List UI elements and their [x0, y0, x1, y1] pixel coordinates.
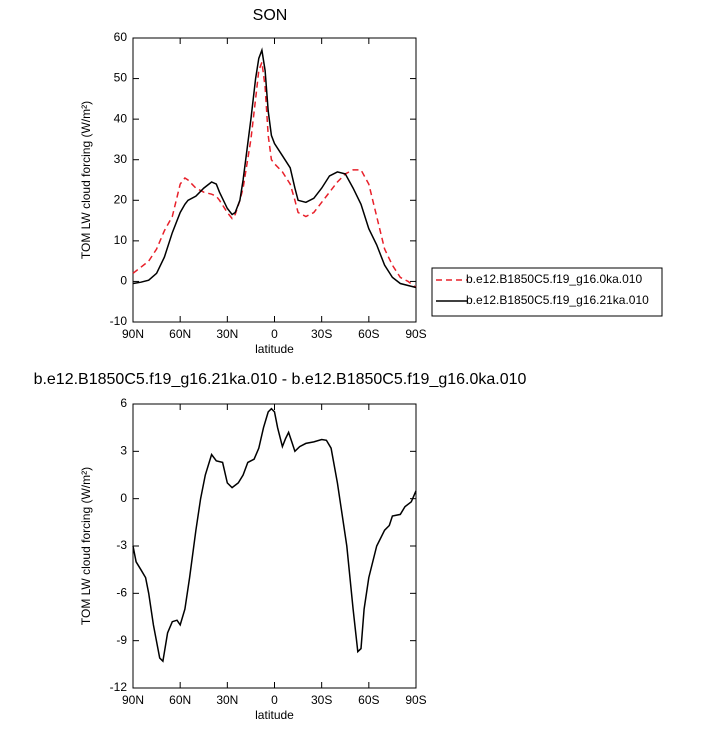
x-tick-label: 0	[271, 327, 278, 341]
chart-title: b.e12.B1850C5.f19_g16.21ka.010 - b.e12.B…	[34, 371, 527, 388]
y-tick-label: -3	[116, 538, 127, 552]
y-tick-label: 6	[120, 396, 127, 410]
y-tick-label: -10	[110, 314, 128, 328]
x-tick-label: 90S	[405, 327, 426, 341]
plot-frame	[132, 37, 417, 323]
x-tick-label: 90N	[122, 693, 144, 707]
x-tick-label: 90N	[122, 327, 144, 341]
x-tick-label: 60S	[358, 327, 379, 341]
data-line	[132, 47, 417, 289]
y-tick-label: 40	[114, 111, 128, 125]
x-tick-label: 0	[271, 693, 278, 707]
x-tick-label: 60N	[169, 693, 191, 707]
legend-label: b.e12.B1850C5.f19_g16.21ka.010	[466, 293, 649, 307]
y-tick-label: 0	[120, 274, 127, 288]
x-axis-label: latitude	[255, 708, 294, 722]
y-tick-label: 20	[114, 192, 128, 206]
y-tick-label: 0	[120, 491, 127, 505]
data-line	[132, 407, 417, 663]
y-tick-label: 3	[120, 444, 127, 458]
y-axis-label: TOM LW cloud forcing (W/m²)	[79, 101, 93, 259]
chart-title: SON	[253, 7, 288, 24]
legend-label: b.e12.B1850C5.f19_g16.0ka.010	[466, 272, 642, 286]
y-tick-label: -9	[116, 633, 127, 647]
y-tick-label: 30	[114, 152, 128, 166]
x-axis-label: latitude	[255, 342, 294, 356]
x-tick-label: 60S	[358, 693, 379, 707]
x-tick-label: 30S	[311, 693, 332, 707]
x-tick-label: 30S	[311, 327, 332, 341]
y-tick-label: -12	[110, 680, 128, 694]
y-tick-label: 50	[114, 71, 128, 85]
legend-box	[431, 267, 663, 317]
y-tick-label: 60	[114, 30, 128, 44]
y-tick-label: -6	[116, 586, 127, 600]
x-tick-label: 30N	[216, 693, 238, 707]
y-tick-label: 10	[114, 233, 128, 247]
y-axis-label: TOM LW cloud forcing (W/m²)	[79, 467, 93, 625]
data-line	[132, 62, 417, 289]
x-tick-label: 90S	[405, 693, 426, 707]
x-tick-label: 30N	[216, 327, 238, 341]
x-tick-label: 60N	[169, 327, 191, 341]
plot-frame	[132, 403, 417, 689]
